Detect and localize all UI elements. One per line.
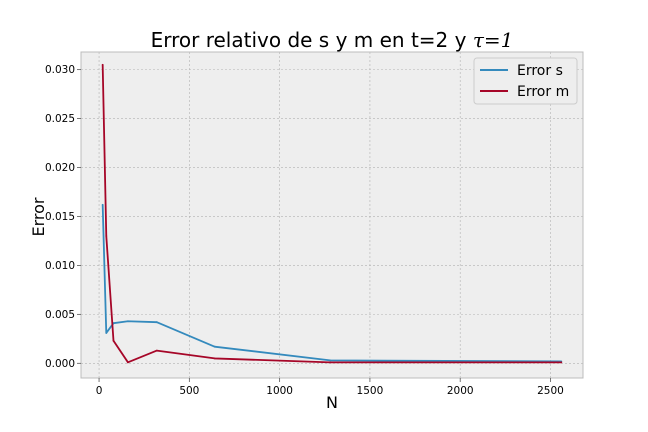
chart-title-math: τ=1 [473,28,514,52]
data-point-error-m [127,361,129,364]
plot-area [81,52,583,378]
x-tick-label: 0 [96,385,103,397]
data-point-error-m [101,63,104,66]
y-tick-label: 0.015 [45,211,75,223]
plot-frame [80,51,584,379]
legend: Error s Error m [473,57,578,105]
x-tick-label: 2000 [447,385,474,397]
data-point-error-s [213,345,216,348]
x-axis-ticks: 0 500 1000 1500 2000 2500 [96,378,564,397]
data-point-error-s [127,320,129,323]
y-tick-label: 0.020 [45,162,75,174]
legend-label-error-s: Error s [517,63,563,79]
data-point-error-m [329,361,332,364]
data-point-error-m [213,357,216,360]
x-tick-label: 1500 [357,385,384,397]
x-tick-label: 2500 [537,385,564,397]
y-tick-label: 0.000 [45,358,75,370]
data-point-error-m [112,339,115,342]
x-tick-label: 1000 [266,385,293,397]
x-tick-label: 500 [179,385,199,397]
y-tick-label: 0.030 [45,64,75,76]
chart-title-text: Error relativo de s y m en t=2 y [151,28,473,52]
y-tick-label: 0.025 [45,113,75,125]
y-axis-label: Error [29,197,48,236]
legend-label-error-m: Error m [517,84,569,100]
series-layer [101,63,563,364]
data-point-error-m [105,235,108,237]
y-axis-ticks: 0.000 0.005 0.010 0.015 0.020 0.025 0.030 [45,64,81,370]
data-point-error-s [155,321,158,324]
data-point-error-m [155,349,158,352]
series-line-error-s [101,204,562,363]
data-point-error-s [329,359,332,362]
data-point-error-s [105,332,108,334]
y-tick-label: 0.005 [45,309,75,321]
x-axis-label: N [326,393,338,412]
series-line-error-m [101,64,562,364]
data-point-error-s [101,203,104,206]
data-point-error-m [560,361,563,364]
y-tick-label: 0.010 [45,260,75,272]
chart-title: Error relativo de s y m en t=2 y τ=1 [151,28,514,52]
